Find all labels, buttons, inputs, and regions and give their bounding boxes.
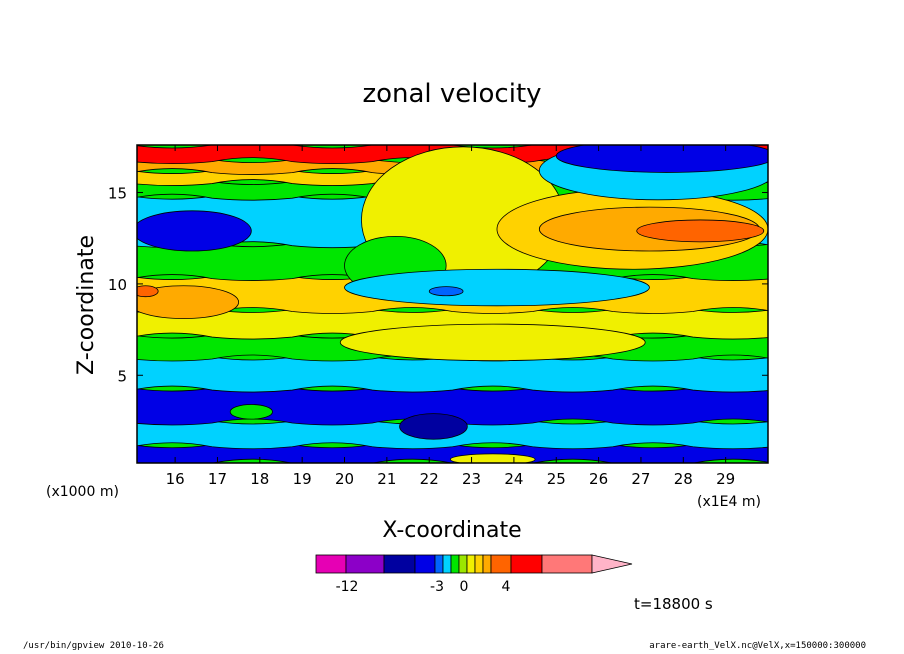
x-tick-label: 23: [462, 470, 481, 488]
colorbar-swatch: [510, 554, 543, 574]
x-tick-label: 20: [335, 470, 354, 488]
x-tick-label: 24: [504, 470, 523, 488]
colorbar-tick-label: 0: [460, 579, 469, 595]
colorbar-arrow: [591, 554, 633, 574]
colorbar-swatch: [414, 554, 436, 574]
colorbar-tick-label: -3: [430, 579, 444, 595]
colorbar-swatch: [466, 554, 476, 574]
contour-blob-green-low: [229, 404, 273, 420]
x-tick-label: 29: [716, 470, 735, 488]
colorbar-swatch: [490, 554, 512, 574]
colorbar-tick-label: -12: [336, 579, 359, 595]
x-tick-label: 27: [631, 470, 650, 488]
colorbar-swatch: [541, 554, 593, 574]
footer-left: /usr/bin/gpview 2010-10-26: [23, 641, 164, 651]
contour-blob-cyan-mid: [344, 268, 650, 307]
y-axis-ticks: 5 10 15: [108, 185, 768, 385]
colorbar: [315, 554, 633, 574]
footer-right: arare-earth_VelX.nc@VelX,x=150000:300000: [649, 641, 866, 651]
contour-blob-orange-west: [137, 285, 240, 320]
y-tick-label: 5: [117, 367, 127, 385]
contour-blob-red-west-spot: [137, 285, 159, 298]
x-axis-label: X-coordinate: [382, 518, 521, 543]
colorbar-swatch: [458, 554, 468, 574]
x-tick-label: 22: [420, 470, 439, 488]
x-tick-label: 28: [674, 470, 693, 488]
colorbar-swatch: [482, 554, 492, 574]
x-axis-ticks: 16 17 18 19 20 21 22 23 24 25 26 27 28 29: [166, 145, 735, 488]
colorbar-swatch: [315, 554, 347, 574]
y-tick-label: 10: [108, 276, 127, 294]
contour-blob-blue-west: [137, 210, 252, 252]
z-unit-label: (x1000 m): [46, 484, 119, 500]
colorbar-tick-label: 4: [502, 579, 511, 595]
x-tick-label: 19: [293, 470, 312, 488]
x-tick-label: 21: [377, 470, 396, 488]
x-unit-label: (x1E4 m): [697, 494, 761, 510]
x-tick-label: 25: [547, 470, 566, 488]
colorbar-labels: -12 -3 0 4: [336, 579, 511, 595]
contour-blob-dark-blue: [399, 413, 468, 440]
contour-blob-blue-spot: [428, 286, 464, 297]
contour-blob-yellow-mid: [339, 323, 646, 362]
x-tick-label: 26: [589, 470, 608, 488]
colorbar-swatch: [442, 554, 452, 574]
colorbar-swatch: [345, 554, 385, 574]
blobs-layer: [137, 145, 768, 463]
time-label: t=18800 s: [634, 595, 713, 613]
x-tick-label: 16: [166, 470, 185, 488]
plot-frame: [136, 144, 769, 464]
colorbar-swatch: [450, 554, 460, 574]
contour-blob-orange-red-east: [636, 219, 765, 243]
colorbar-swatch: [474, 554, 484, 574]
y-tick-label: 15: [108, 185, 127, 203]
y-axis-label: Z-coordinate: [74, 235, 99, 375]
chart-title: zonal velocity: [362, 79, 541, 109]
colorbar-swatch: [434, 554, 444, 574]
contour-band-blue: [137, 384, 768, 426]
plot-area: [137, 145, 768, 463]
x-tick-label: 18: [250, 470, 269, 488]
colorbar-swatch: [383, 554, 416, 574]
contour-blob-blue-NE: [555, 145, 768, 173]
x-tick-label: 17: [208, 470, 227, 488]
